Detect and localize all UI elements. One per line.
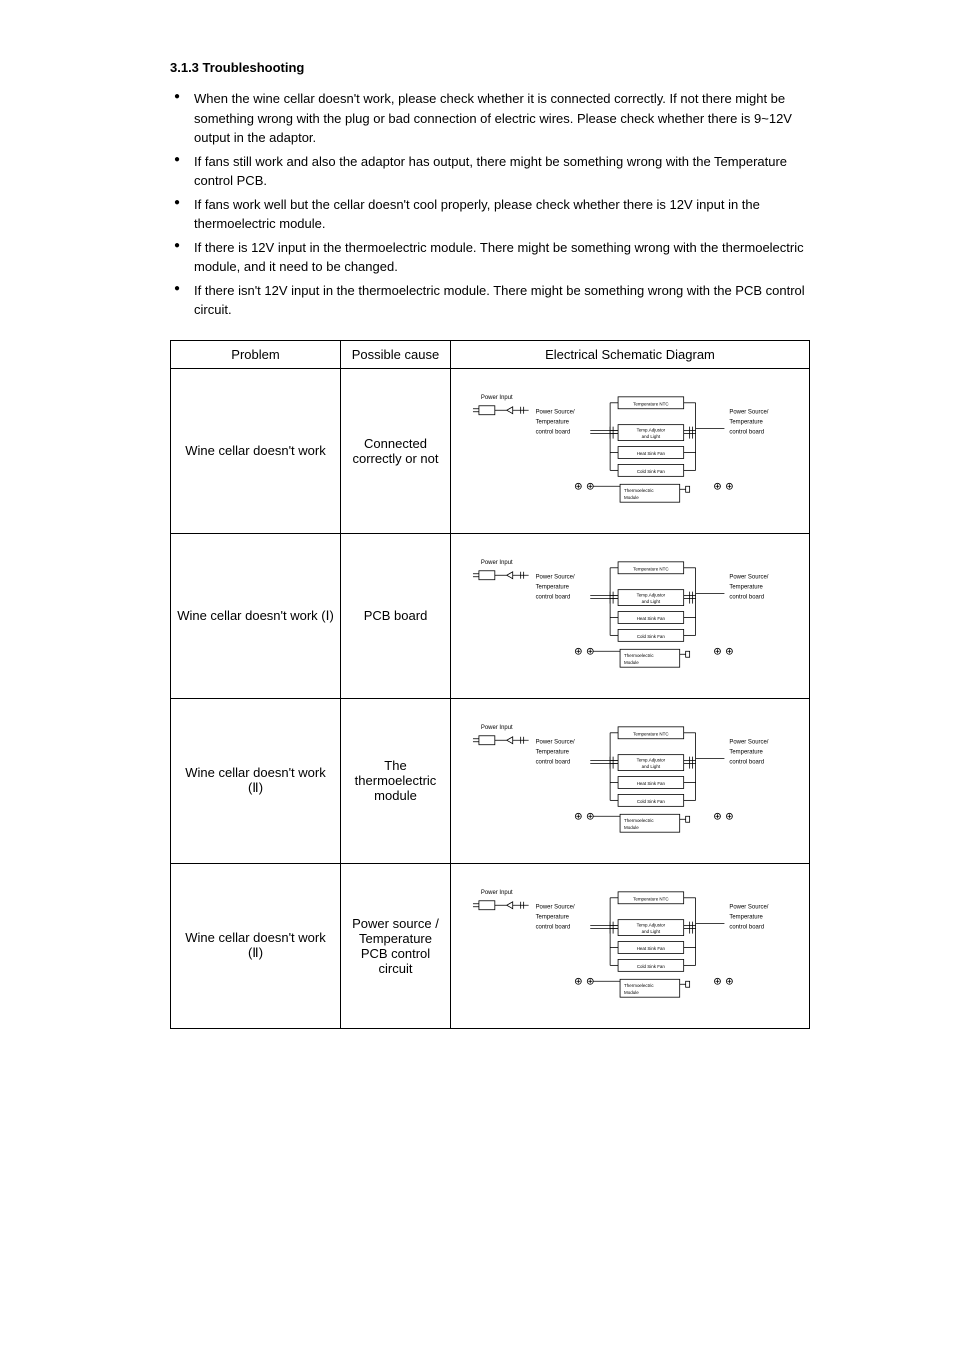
schematic-diagram: Power Input Power Source/Temperature contr…	[451, 369, 809, 533]
svg-text:Temp.Adjustor: Temp.Adjustor	[637, 592, 666, 597]
header-diagram: Electrical Schematic Diagram	[451, 340, 810, 368]
table-header-row: Problem Possible cause Electrical Schema…	[171, 340, 810, 368]
svg-text:Power Input: Power Input	[481, 889, 513, 895]
cell-problem: Wine cellar doesn't work (Ⅱ)	[171, 863, 341, 1028]
svg-text:Power Source/: Power Source/	[729, 739, 768, 745]
svg-text:Cold Sink Fan: Cold Sink Fan	[637, 468, 666, 473]
svg-text:control board: control board	[729, 594, 764, 600]
svg-text:Module: Module	[624, 660, 639, 665]
svg-text:control board: control board	[536, 429, 571, 435]
svg-text:Temp.Adjustor: Temp.Adjustor	[637, 757, 666, 762]
cell-cause: Power source / Temperature PCB control c…	[341, 863, 451, 1028]
svg-text:Temp.Adjustor: Temp.Adjustor	[637, 922, 666, 927]
svg-text:Cold Sink Fan: Cold Sink Fan	[637, 798, 666, 803]
cell-diagram: Power Input Power Source/Temperature contr…	[451, 533, 810, 698]
cell-cause: Connected correctly or not	[341, 368, 451, 533]
svg-text:and Light: and Light	[642, 929, 661, 934]
svg-text:Cold Sink Fan: Cold Sink Fan	[637, 633, 666, 638]
svg-text:Power Source/: Power Source/	[729, 574, 768, 580]
svg-text:control board: control board	[536, 759, 571, 765]
svg-text:Thermoelectric: Thermoelectric	[624, 983, 654, 988]
svg-text:Module: Module	[624, 825, 639, 830]
svg-text:Cold Sink Fan: Cold Sink Fan	[637, 963, 666, 968]
svg-text:Temperature NTC: Temperature NTC	[633, 566, 669, 571]
svg-text:Temp.Adjustor: Temp.Adjustor	[637, 427, 666, 432]
svg-text:Temperature: Temperature	[729, 584, 763, 590]
bullet-item: If fans work well but the cellar doesn't…	[170, 195, 810, 234]
svg-text:Power Source/: Power Source/	[729, 409, 768, 415]
troubleshooting-list: When the wine cellar doesn't work, pleas…	[170, 89, 810, 320]
svg-text:Temperature: Temperature	[536, 584, 570, 590]
cell-problem: Wine cellar doesn't work (Ⅰ)	[171, 533, 341, 698]
svg-text:Temperature NTC: Temperature NTC	[633, 731, 669, 736]
svg-text:Thermoelectric: Thermoelectric	[624, 818, 654, 823]
cell-cause: The thermoelectric module	[341, 698, 451, 863]
svg-text:control board: control board	[729, 924, 764, 930]
cell-diagram: Power Input Power Source/Temperature contr…	[451, 863, 810, 1028]
header-cause: Possible cause	[341, 340, 451, 368]
table-row: Wine cellar doesn't work (Ⅱ) Power sourc…	[171, 863, 810, 1028]
svg-text:control board: control board	[536, 924, 571, 930]
cell-problem: Wine cellar doesn't work (Ⅱ)	[171, 698, 341, 863]
svg-text:and Light: and Light	[642, 764, 661, 769]
cell-diagram: Power Input Power Source/Temperature contr…	[451, 698, 810, 863]
svg-text:Module: Module	[624, 495, 639, 500]
svg-text:Heat Sink Fan: Heat Sink Fan	[637, 450, 666, 455]
svg-text:Power Input: Power Input	[481, 394, 513, 400]
schematic-diagram: Power Input Power Source/Temperature contr…	[451, 699, 809, 863]
svg-text:and Light: and Light	[642, 434, 661, 439]
svg-text:Temperature: Temperature	[729, 914, 763, 920]
cell-diagram: Power Input Power Source/Temperature contr…	[451, 368, 810, 533]
table-row: Wine cellar doesn't work (Ⅰ) PCB board P…	[171, 533, 810, 698]
bullet-item: If fans still work and also the adaptor …	[170, 152, 810, 191]
svg-text:control board: control board	[536, 594, 571, 600]
svg-text:Power Source/: Power Source/	[536, 409, 575, 415]
svg-text:Temperature: Temperature	[536, 749, 570, 755]
svg-text:Heat Sink Fan: Heat Sink Fan	[637, 615, 666, 620]
svg-text:Temperature: Temperature	[729, 749, 763, 755]
svg-text:and Light: and Light	[642, 599, 661, 604]
svg-text:Power Source/: Power Source/	[536, 904, 575, 910]
table-row: Wine cellar doesn't work Connected corre…	[171, 368, 810, 533]
section-heading: 3.1.3 Troubleshooting	[170, 60, 810, 75]
svg-text:Temperature: Temperature	[536, 419, 570, 425]
svg-text:Temperature NTC: Temperature NTC	[633, 896, 669, 901]
svg-text:Temperature: Temperature	[729, 419, 763, 425]
svg-text:Module: Module	[624, 990, 639, 995]
svg-text:Temperature: Temperature	[536, 914, 570, 920]
svg-text:control board: control board	[729, 429, 764, 435]
cell-cause: PCB board	[341, 533, 451, 698]
header-problem: Problem	[171, 340, 341, 368]
svg-text:Thermoelectric: Thermoelectric	[624, 653, 654, 658]
svg-text:control board: control board	[729, 759, 764, 765]
table-row: Wine cellar doesn't work (Ⅱ) The thermoe…	[171, 698, 810, 863]
troubleshooting-table: Problem Possible cause Electrical Schema…	[170, 340, 810, 1029]
svg-text:Temperature NTC: Temperature NTC	[633, 401, 669, 406]
svg-text:Thermoelectric: Thermoelectric	[624, 488, 654, 493]
cell-problem: Wine cellar doesn't work	[171, 368, 341, 533]
svg-text:Heat Sink Fan: Heat Sink Fan	[637, 945, 666, 950]
bullet-item: If there is 12V input in the thermoelect…	[170, 238, 810, 277]
schematic-diagram: Power Input Power Source/Temperature contr…	[451, 534, 809, 698]
bullet-item: If there isn't 12V input in the thermoel…	[170, 281, 810, 320]
svg-text:Power Input: Power Input	[481, 724, 513, 730]
svg-text:Power Input: Power Input	[481, 559, 513, 565]
svg-text:Power Source/: Power Source/	[536, 739, 575, 745]
bullet-item: When the wine cellar doesn't work, pleas…	[170, 89, 810, 148]
schematic-diagram: Power Input Power Source/Temperature contr…	[451, 864, 809, 1028]
svg-text:Power Source/: Power Source/	[729, 904, 768, 910]
svg-text:Power Source/: Power Source/	[536, 574, 575, 580]
svg-text:Heat Sink Fan: Heat Sink Fan	[637, 780, 666, 785]
